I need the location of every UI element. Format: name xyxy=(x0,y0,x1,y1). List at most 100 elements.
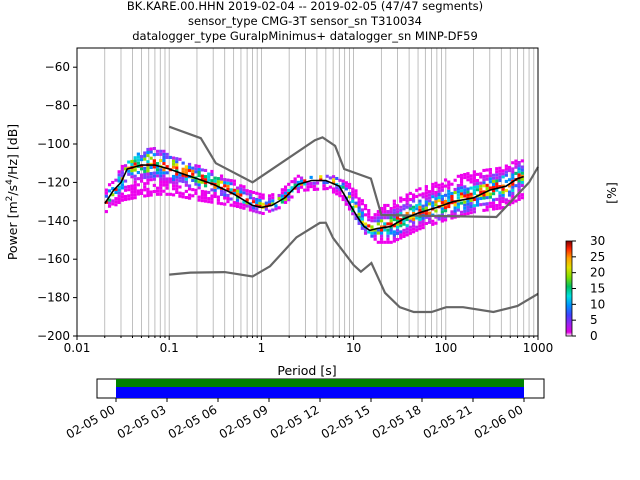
density-cell xyxy=(418,227,422,231)
density-cell xyxy=(210,200,214,204)
density-cell xyxy=(491,207,496,211)
density-cell xyxy=(463,206,467,210)
density-cell xyxy=(181,179,185,184)
density-cell xyxy=(386,240,390,244)
density-cell xyxy=(469,195,473,199)
density-cell xyxy=(415,204,419,208)
density-cell xyxy=(168,192,172,196)
density-cell xyxy=(178,157,182,161)
density-cell xyxy=(187,193,192,197)
density-cell xyxy=(255,210,259,214)
density-cell xyxy=(184,177,188,181)
density-cell xyxy=(245,204,249,208)
density-cell xyxy=(408,231,412,235)
y-axis-label-end: /Hz] [dB] xyxy=(5,124,20,179)
density-cell xyxy=(405,199,409,203)
density-cell xyxy=(296,180,300,184)
density-cell xyxy=(165,177,169,181)
density-cell xyxy=(360,214,364,218)
density-cell xyxy=(475,178,480,183)
density-cell xyxy=(507,178,512,182)
density-cell xyxy=(456,187,460,191)
density-cell xyxy=(354,204,358,208)
density-cell xyxy=(277,197,281,201)
density-cell xyxy=(306,188,310,192)
density-cell xyxy=(181,167,185,171)
density-cell xyxy=(383,216,387,220)
density-cell xyxy=(395,207,400,211)
density-cell xyxy=(379,240,384,244)
density-cell xyxy=(418,221,422,225)
density-cell xyxy=(395,216,400,220)
density-cell xyxy=(463,209,467,213)
density-cell xyxy=(197,183,201,187)
density-cell xyxy=(223,178,227,182)
density-cell xyxy=(450,198,454,202)
density-cell xyxy=(210,179,214,183)
density-cell xyxy=(408,228,412,232)
density-cell xyxy=(392,236,396,240)
x-tick-label: 1000 xyxy=(523,341,554,355)
colorbar-label: [%] xyxy=(604,182,619,204)
density-cell xyxy=(104,188,108,192)
density-cell xyxy=(280,200,284,204)
density-cell xyxy=(207,172,211,176)
density-cell xyxy=(495,197,499,201)
density-cell xyxy=(223,193,227,197)
density-cell xyxy=(216,180,220,184)
density-cell xyxy=(226,178,230,182)
density-cell xyxy=(267,194,272,198)
chart-title-line-1: BK.KARE.00.HHN 2019-02-04 -- 2019-02-05 … xyxy=(127,0,483,13)
density-cell xyxy=(277,193,281,198)
density-cell xyxy=(491,204,496,208)
density-cell xyxy=(136,177,140,181)
density-cell xyxy=(466,178,470,182)
density-cell xyxy=(466,208,470,213)
density-cell xyxy=(123,167,128,171)
density-cell xyxy=(405,196,409,200)
y-axis-label-mid: /s xyxy=(5,185,20,196)
density-cell xyxy=(130,175,134,179)
density-cell xyxy=(379,234,384,238)
density-cell xyxy=(466,199,470,203)
density-cell xyxy=(427,217,432,221)
density-cell xyxy=(111,199,115,203)
density-cell xyxy=(213,191,217,195)
density-cell xyxy=(463,188,467,192)
density-cell xyxy=(434,209,438,213)
density-cell xyxy=(194,188,198,192)
x-axis-label: Period [s] xyxy=(277,363,336,378)
density-cell xyxy=(338,178,342,182)
density-cell xyxy=(114,187,118,191)
density-cell xyxy=(181,195,185,199)
density-cell xyxy=(152,171,156,175)
density-cell xyxy=(171,162,176,166)
density-cell xyxy=(383,222,387,226)
density-cell xyxy=(290,186,294,190)
density-cell xyxy=(290,180,294,184)
density-cell xyxy=(203,181,208,185)
density-cell xyxy=(424,185,428,189)
density-cell xyxy=(395,210,400,214)
density-cell xyxy=(143,182,147,186)
density-cell xyxy=(114,178,118,182)
density-cell xyxy=(139,173,144,177)
density-cell xyxy=(491,176,496,180)
density-cell xyxy=(261,193,265,197)
density-cell xyxy=(498,169,502,173)
density-cell xyxy=(379,219,384,223)
density-cell xyxy=(181,173,185,177)
density-cell xyxy=(373,219,377,223)
density-cell xyxy=(472,185,476,189)
density-cell xyxy=(175,181,179,185)
density-cell xyxy=(357,221,361,225)
density-cell xyxy=(223,181,227,185)
density-cell xyxy=(136,183,140,187)
density-cell xyxy=(245,198,249,202)
timeline-top-band xyxy=(116,379,524,387)
density-cell xyxy=(373,213,377,217)
density-cell xyxy=(104,191,108,195)
density-cell xyxy=(463,203,467,207)
density-cell xyxy=(223,196,227,200)
density-cell xyxy=(143,185,147,189)
